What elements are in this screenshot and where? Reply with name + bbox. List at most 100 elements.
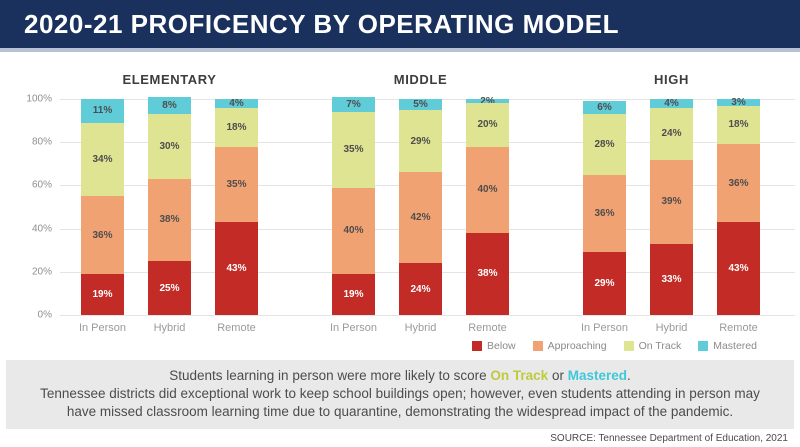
chart-group-middle: MIDDLE 19% 40% 35% 7% 24% 42% 29% 5% 38% 40% 20% 2% I… <box>329 72 509 334</box>
mastered-highlight: Mastered <box>567 368 627 383</box>
bar-segment-approaching: 36% <box>717 144 760 223</box>
bar-segment-label: 7% <box>346 98 361 110</box>
bar-segment-label: 24% <box>410 283 431 295</box>
callout-text: or <box>548 368 568 383</box>
x-category-label: Remote <box>719 322 758 334</box>
legend-item: Below <box>472 340 516 352</box>
x-category-label: Hybrid <box>655 322 688 334</box>
bar-segment-label: 33% <box>661 273 682 285</box>
x-category-label: Remote <box>468 322 507 334</box>
bar-segment-mastered: 3% <box>717 97 760 108</box>
bar-segment-mastered: 2% <box>466 96 509 107</box>
stacked-bar: 43% 36% 18% 3% <box>717 97 760 315</box>
legend-label: Below <box>487 340 516 352</box>
x-category-label: In Person <box>580 322 629 334</box>
bar-segment-approaching: 42% <box>399 172 442 264</box>
callout-line2: Tennessee districts did exceptional work… <box>40 385 760 419</box>
y-tick-label: 40% <box>31 223 52 235</box>
bar-segment-label: 36% <box>728 177 749 189</box>
source-citation: SOURCE: Tennessee Department of Educatio… <box>550 433 788 445</box>
legend-label: Mastered <box>713 340 757 352</box>
bar-segment-label: 4% <box>664 97 679 109</box>
bar-segment-label: 40% <box>343 225 364 237</box>
y-axis: 0% 20% 40% 60% 80% 100% <box>2 72 52 354</box>
group-title: HIGH <box>654 72 689 87</box>
legend-swatch <box>698 341 709 351</box>
bar-segment-mastered: 11% <box>81 99 124 123</box>
bar-segment-label: 30% <box>159 141 180 153</box>
chart-region: 0% 20% 40% 60% 80% 100% Below Approaching On Tr… <box>26 72 795 354</box>
bar-segment-approaching: 39% <box>650 159 693 244</box>
bar-segment-below: 43% <box>717 222 760 315</box>
bar-segment-label: 38% <box>159 214 180 226</box>
bar-segment-approaching: 36% <box>583 174 626 253</box>
bar-segment-below: 33% <box>650 243 693 315</box>
bar-segment-approaching: 40% <box>466 146 509 233</box>
legend-swatch <box>623 341 634 351</box>
title-bar: 2020-21 PROFICENCY BY OPERATING MODEL <box>0 0 800 52</box>
stacked-bar: 25% 38% 30% 8% <box>148 96 191 315</box>
chart-group-high: HIGH 29% 36% 28% 6% 33% 39% 24% 4% 43% 36% 18% 3% In … <box>580 72 760 334</box>
bar-segment-label: 18% <box>226 121 247 133</box>
bar-segment-on-track: 28% <box>583 114 626 175</box>
bar-segment-label: 8% <box>162 99 177 111</box>
bar-segment-on-track: 34% <box>81 122 124 197</box>
bar-segment-label: 43% <box>226 263 247 275</box>
legend-swatch <box>472 341 483 351</box>
bar-segment-label: 28% <box>594 138 615 150</box>
bar-segment-mastered: 8% <box>148 96 191 115</box>
stacked-bar: 33% 39% 24% 4% <box>650 97 693 315</box>
stacked-bar: 19% 36% 34% 11% <box>81 99 124 315</box>
x-category-label: Remote <box>217 322 256 334</box>
bar-segment-label: 40% <box>477 184 498 196</box>
bar-segment-mastered: 7% <box>332 96 375 112</box>
legend-swatch <box>532 341 543 351</box>
stacked-bar: 19% 40% 35% 7% <box>332 96 375 315</box>
bar-segment-label: 4% <box>229 97 244 109</box>
bar-segment-label: 24% <box>661 128 682 140</box>
callout-text: Students learning in person were more li… <box>169 368 491 383</box>
bar-segment-label: 29% <box>410 135 431 147</box>
callout-box: Students learning in person were more li… <box>6 360 794 430</box>
bar-segment-below: 25% <box>148 261 191 315</box>
bar-segment-below: 24% <box>399 263 442 315</box>
bar-segment-label: 39% <box>661 196 682 208</box>
legend-label: Approaching <box>547 340 607 352</box>
y-tick-label: 0% <box>37 309 52 321</box>
bar-segment-label: 36% <box>594 208 615 219</box>
legend-item: Mastered <box>698 340 757 352</box>
bar-segment-mastered: 4% <box>650 97 693 109</box>
page-title: 2020-21 PROFICENCY BY OPERATING MODEL <box>24 8 619 39</box>
bar-segment-approaching: 40% <box>332 187 375 274</box>
bar-segment-label: 25% <box>159 282 180 294</box>
bar-segment-mastered: 5% <box>399 99 442 110</box>
stacked-bar: 38% 40% 20% 2% <box>466 96 509 315</box>
bar-segment-label: 19% <box>92 288 113 300</box>
bar-segment-approaching: 36% <box>81 196 124 274</box>
bar-segment-below: 19% <box>81 273 124 315</box>
y-tick-label: 60% <box>31 179 52 191</box>
bar-segment-label: 6% <box>597 102 612 114</box>
x-category-label: Hybrid <box>153 322 186 334</box>
legend-item: On Track <box>623 340 681 352</box>
y-tick-label: 80% <box>31 136 52 148</box>
callout-text: . <box>626 368 631 383</box>
stacked-bar: 29% 36% 28% 6% <box>583 101 626 315</box>
bar-segment-label: 20% <box>477 119 498 131</box>
legend: Below Approaching On Track Mastered <box>472 340 757 352</box>
legend-item: Approaching <box>532 340 607 352</box>
x-category-label: In Person <box>329 322 378 334</box>
bar-segment-approaching: 38% <box>148 178 191 261</box>
bar-segment-on-track: 30% <box>148 114 191 179</box>
bar-segment-label: 43% <box>728 263 749 275</box>
bar-segment-label: 19% <box>343 288 364 300</box>
bar-segment-on-track: 18% <box>717 105 760 145</box>
bar-segment-mastered: 4% <box>215 97 258 109</box>
bar-segment-label: 34% <box>92 154 113 165</box>
bar-segment-label: 38% <box>477 268 498 280</box>
bar-segment-below: 19% <box>332 273 375 315</box>
bar-segment-below: 38% <box>466 232 509 315</box>
bar-segment-label: 36% <box>92 229 113 241</box>
chart-group-elementary: ELEMENTARY 19% 36% 34% 11% 25% 38% 30% 8% 43% 35% 1… <box>79 72 258 334</box>
bar-segment-below: 29% <box>583 252 626 315</box>
